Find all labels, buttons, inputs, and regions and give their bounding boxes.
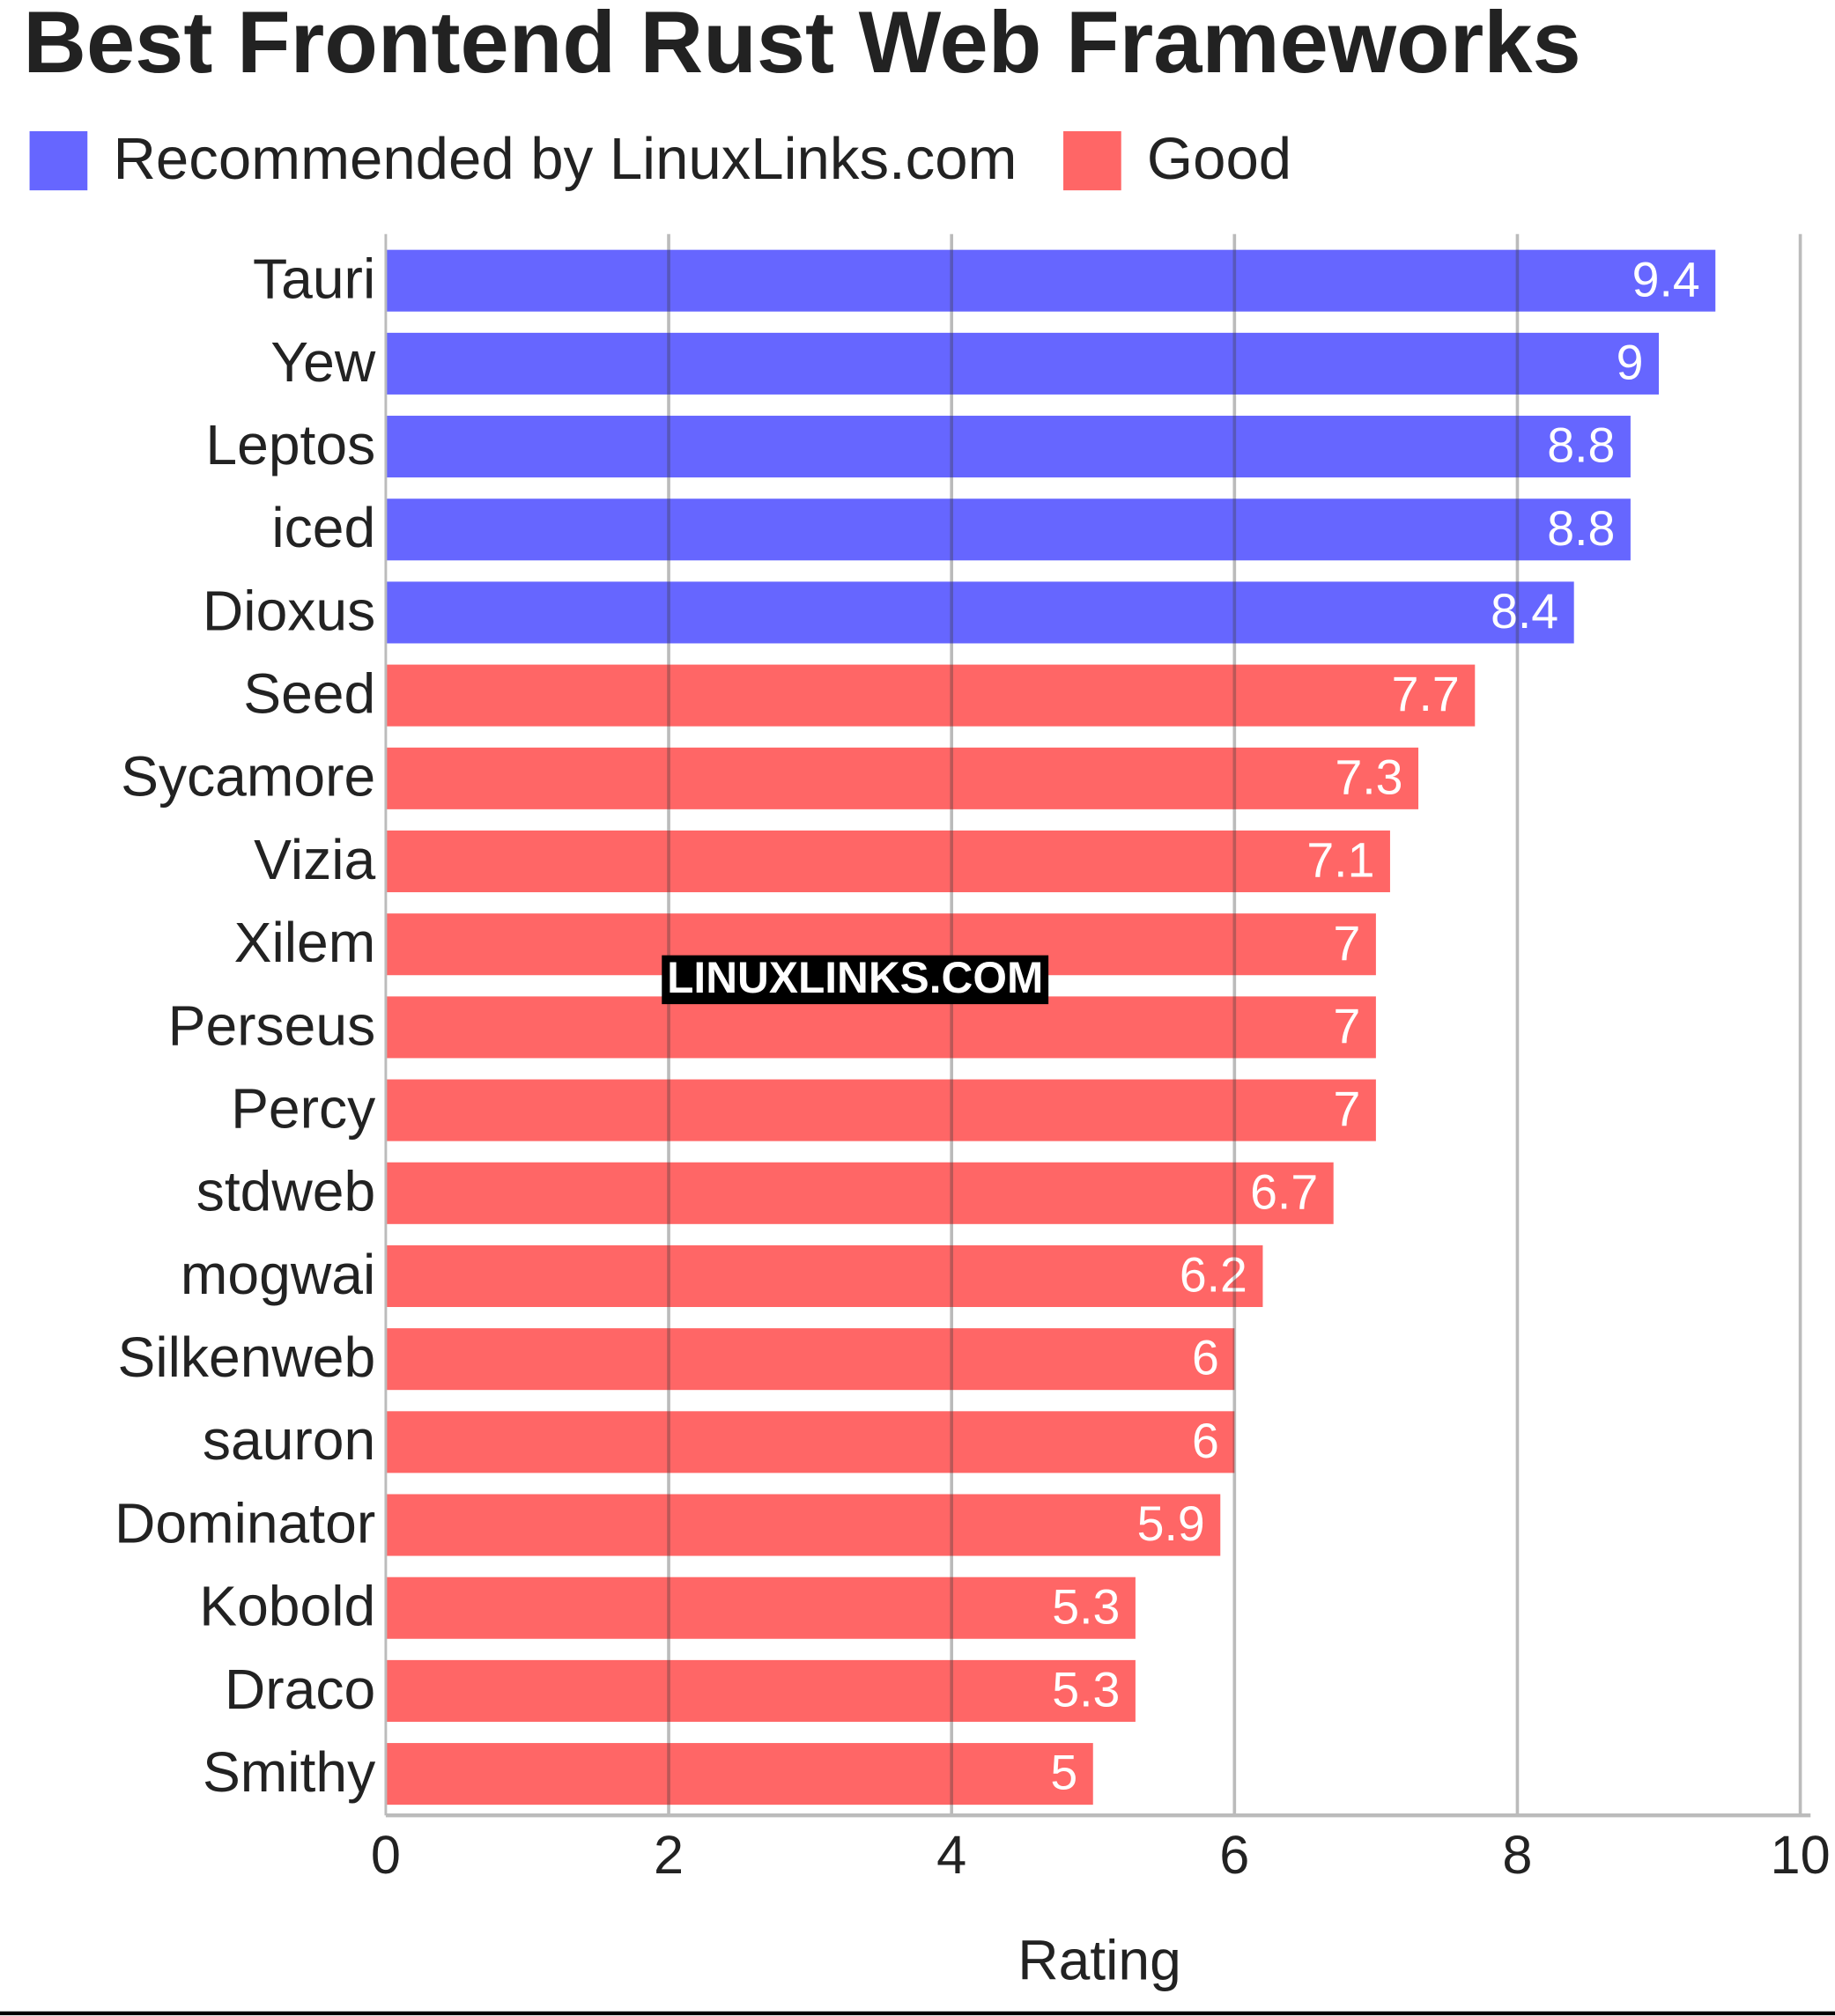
value-label: 5.9 — [1137, 1496, 1205, 1551]
bar — [385, 1494, 1221, 1556]
y-tick-label: Smithy — [203, 1740, 375, 1804]
y-tick-label: Silkenweb — [118, 1326, 376, 1389]
y-tick-label: Seed — [243, 662, 375, 726]
value-label: 5.3 — [1052, 1579, 1120, 1634]
watermark-bg — [662, 955, 1049, 1005]
legend-label: Recommended by LinuxLinks.com — [113, 126, 1017, 192]
bar — [385, 664, 1476, 727]
x-tick-label: 10 — [1770, 1825, 1830, 1885]
y-tick-label: Yew — [270, 330, 376, 394]
y-tick-label: iced — [271, 496, 375, 559]
x-tick-label: 4 — [936, 1825, 966, 1885]
bar — [385, 830, 1390, 893]
y-tick-label: Perseus — [168, 993, 376, 1057]
y-tick-label: mogwai — [181, 1243, 375, 1306]
y-tick-label: Percy — [231, 1076, 375, 1140]
value-label: 6.7 — [1250, 1164, 1318, 1219]
y-tick-label: sauron — [203, 1408, 375, 1472]
bar — [385, 1244, 1263, 1307]
bar — [385, 1577, 1136, 1639]
value-label: 7 — [1334, 916, 1361, 971]
y-tick-label: Leptos — [205, 413, 375, 476]
chart-title: Best Frontend Rust Web Frameworks — [23, 0, 1580, 92]
value-label: 7.7 — [1392, 667, 1460, 721]
bar — [385, 996, 1376, 1059]
y-tick-label: Xilem — [234, 911, 376, 974]
y-tick-label: Dioxus — [203, 579, 375, 642]
watermark: LINUXLINKS.COM — [667, 953, 1043, 1002]
bar — [385, 1079, 1376, 1141]
y-tick-label: Dominator — [115, 1491, 375, 1554]
value-label: 9 — [1617, 335, 1644, 389]
y-tick-label: Vizia — [254, 828, 375, 891]
bar — [385, 332, 1660, 395]
legend-swatch — [1063, 130, 1121, 191]
y-tick-label: Draco — [225, 1658, 375, 1721]
legend-swatch — [29, 130, 88, 191]
y-tick-label: stdweb — [196, 1160, 375, 1223]
bar — [385, 416, 1631, 478]
value-label: 5 — [1050, 1746, 1077, 1800]
value-label: 5.3 — [1052, 1662, 1120, 1717]
y-tick-label: Kobold — [199, 1575, 375, 1638]
bar — [385, 249, 1716, 312]
bar — [385, 747, 1419, 809]
value-label: 7 — [1334, 1082, 1361, 1136]
value-label: 8.4 — [1491, 584, 1558, 639]
x-tick-label: 6 — [1219, 1825, 1249, 1885]
bar — [385, 581, 1574, 644]
x-tick-label: 0 — [371, 1825, 401, 1885]
value-label: 8.8 — [1547, 501, 1615, 556]
value-label: 7.3 — [1335, 750, 1402, 804]
bar — [385, 1743, 1093, 1806]
x-tick-label: 2 — [654, 1825, 684, 1885]
value-label: 9.4 — [1632, 252, 1700, 306]
x-tick-label: 8 — [1502, 1825, 1532, 1885]
value-label: 6 — [1192, 1414, 1219, 1468]
x-axis-label: Rating — [1017, 1928, 1181, 1991]
value-label: 6 — [1192, 1331, 1219, 1385]
value-label: 6.2 — [1180, 1248, 1247, 1303]
legend-label: Good — [1147, 126, 1291, 192]
y-tick-label: Sycamore — [121, 745, 375, 809]
y-tick-label: Tauri — [253, 247, 375, 311]
bar — [385, 498, 1631, 561]
value-label: 7.1 — [1306, 833, 1374, 888]
bar — [385, 1411, 1235, 1473]
value-label: 7 — [1334, 999, 1361, 1053]
bar — [385, 1659, 1136, 1722]
value-label: 8.8 — [1547, 418, 1615, 473]
bar — [385, 1328, 1235, 1391]
bar — [385, 1162, 1334, 1224]
